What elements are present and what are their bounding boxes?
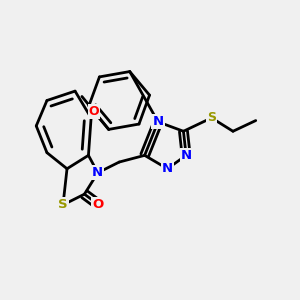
Text: N: N: [162, 162, 173, 175]
Text: S: S: [58, 198, 68, 212]
Text: N: N: [152, 116, 164, 128]
Text: N: N: [92, 166, 103, 179]
Text: S: S: [207, 111, 216, 124]
Text: O: O: [92, 198, 103, 211]
Text: N: N: [181, 149, 192, 162]
Text: O: O: [89, 105, 99, 118]
